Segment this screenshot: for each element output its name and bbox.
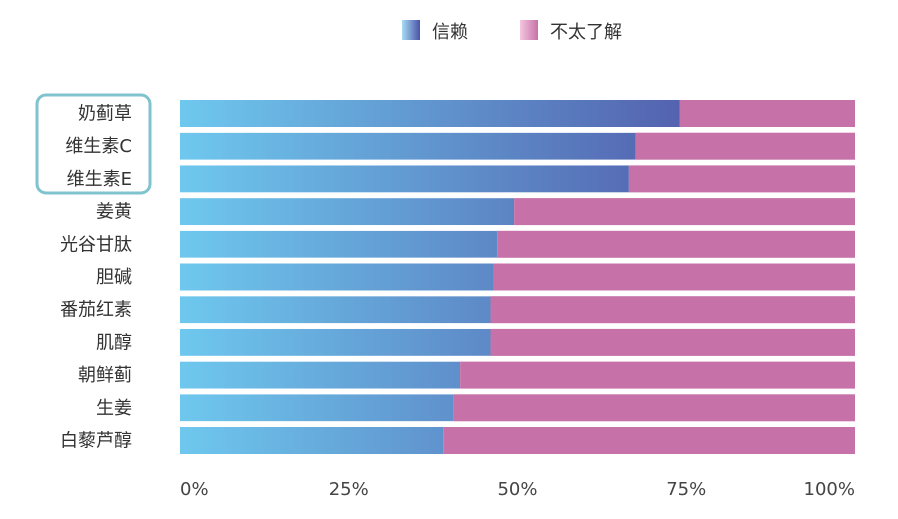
legend-label-trust: 信赖 [432,22,468,43]
category-label: 朝鲜蓟 [78,365,132,386]
category-label: 白藜芦醇 [60,431,132,452]
category-label: 维生素C [65,136,132,157]
bar-trust [180,263,494,291]
bar-unknown [453,394,855,422]
bar-trust [180,361,461,389]
category-label: 维生素E [67,169,132,190]
bar-unknown [514,198,855,226]
bar-unknown [460,361,855,389]
bar-unknown [490,328,855,356]
bar-trust [180,132,636,160]
bar-trust [180,100,680,127]
legend-label-unknown: 不太了解 [550,22,622,43]
category-label: 奶蓟草 [78,104,132,125]
highlight-box [35,93,152,195]
x-tick-label: 0% [180,479,209,500]
bar-trust [180,198,515,226]
bar-unknown [635,132,855,160]
bar-unknown [493,263,855,291]
legend-swatch-trust [402,20,420,40]
category-label: 光谷甘肽 [60,234,132,255]
category-label: 肌醇 [96,332,132,353]
x-axis-ticks: 0% 25% 50% 75% 100% [180,479,855,500]
bar-trust [180,230,498,258]
bar-trust [180,296,491,324]
x-tick-label: 75% [666,479,706,500]
bar-unknown [679,100,855,127]
bar-trust [180,394,454,422]
legend-swatch-unknown [520,20,538,40]
x-tick-label: 50% [497,479,537,500]
bars-group [180,100,855,454]
category-label: 胆碱 [96,267,132,288]
bar-unknown [490,296,855,324]
category-label: 番茄红素 [60,300,132,321]
x-tick-label: 100% [804,479,855,500]
bar-trust [180,165,629,193]
category-label: 生姜 [96,398,132,419]
bar-unknown [443,427,855,454]
legend: 信赖 不太了解 [402,20,622,43]
bar-trust [180,328,491,356]
bar-trust [180,427,444,454]
category-label: 姜黄 [96,202,132,223]
bar-unknown [497,230,855,258]
x-tick-label: 25% [329,479,369,500]
bar-unknown [628,165,855,193]
